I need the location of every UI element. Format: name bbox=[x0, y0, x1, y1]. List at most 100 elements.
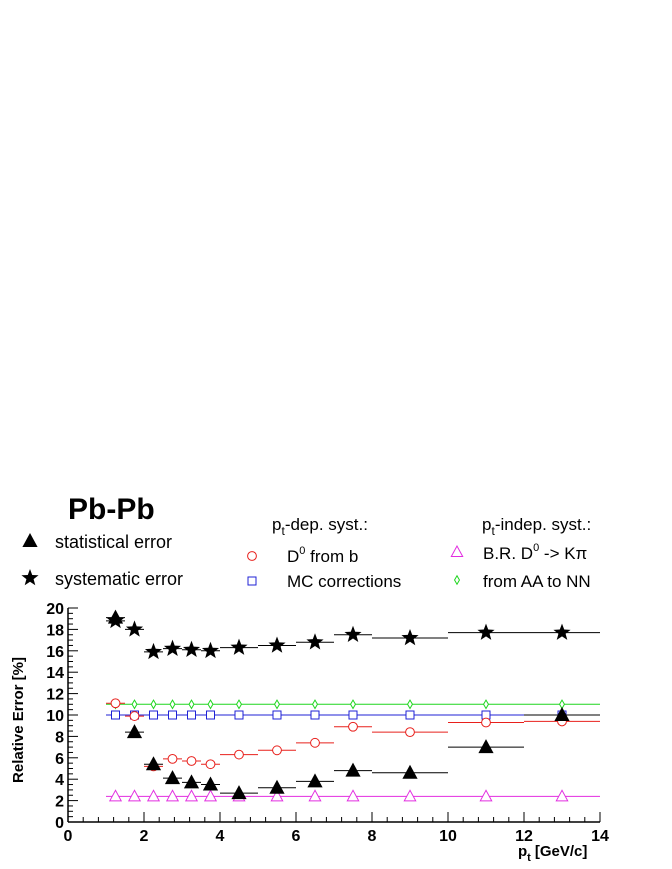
legend: statistical error systematic error pt-de… bbox=[21, 515, 591, 591]
data-point bbox=[169, 699, 176, 710]
data-point bbox=[146, 789, 161, 802]
x-axis-title: pt [GeV/c] bbox=[518, 843, 587, 864]
data-point bbox=[207, 699, 214, 710]
y-tick-label: 14 bbox=[46, 665, 64, 682]
legend-title-indep: pt-indep. syst.: bbox=[482, 515, 591, 538]
data-point bbox=[234, 749, 244, 760]
y-tick-label: 0 bbox=[55, 815, 64, 832]
legend-marker bbox=[247, 551, 257, 561]
legend-item-systematic: systematic error bbox=[21, 569, 183, 589]
data-point bbox=[145, 756, 162, 771]
data-point bbox=[167, 753, 178, 764]
data-point bbox=[231, 785, 247, 800]
data-point bbox=[165, 789, 180, 802]
y-tick-label: 2 bbox=[55, 794, 64, 811]
data-point bbox=[344, 625, 362, 643]
data-point bbox=[125, 620, 144, 637]
legend-label-systematic: systematic error bbox=[55, 569, 183, 589]
data-point bbox=[272, 710, 282, 720]
legend-title-dep: pt-dep. syst.: bbox=[272, 515, 368, 538]
data-point bbox=[482, 699, 490, 710]
legend-item-statistical: statistical error bbox=[22, 532, 172, 552]
data-point bbox=[553, 623, 571, 640]
data-point bbox=[308, 789, 322, 802]
data-point bbox=[131, 699, 138, 710]
data-point bbox=[481, 717, 491, 728]
data-point bbox=[110, 698, 121, 709]
data-point bbox=[108, 789, 123, 802]
x-tick-label: 0 bbox=[64, 828, 73, 845]
y-axis-title: Relative Error [%] bbox=[10, 657, 27, 783]
data-point bbox=[111, 710, 120, 720]
data-point bbox=[479, 789, 493, 802]
data-point bbox=[478, 739, 494, 754]
data-point bbox=[307, 773, 323, 788]
legend-marker bbox=[21, 569, 39, 586]
legend-marker bbox=[247, 576, 257, 586]
y-tick-label: 16 bbox=[46, 644, 64, 661]
legend-marker bbox=[450, 544, 464, 557]
data-point bbox=[107, 609, 124, 624]
series-2 bbox=[106, 698, 600, 772]
data-point bbox=[187, 710, 196, 720]
data-point bbox=[206, 710, 215, 720]
y-tick-label: 6 bbox=[55, 751, 64, 768]
data-point bbox=[202, 776, 219, 791]
data-point bbox=[164, 770, 181, 785]
data-point bbox=[129, 711, 140, 721]
data-point bbox=[269, 779, 285, 794]
legend-label-d0-from-b: D0 from b bbox=[287, 545, 358, 566]
x-tick-label: 8 bbox=[368, 828, 377, 845]
data-point bbox=[405, 710, 415, 720]
data-point bbox=[477, 623, 495, 640]
series-1 bbox=[106, 611, 600, 660]
legend-item-mc-corrections: MC corrections bbox=[247, 572, 401, 591]
legend-label-aa-to-nn: from AA to NN bbox=[483, 572, 591, 591]
series-5 bbox=[106, 699, 600, 710]
y-tick-label: 10 bbox=[46, 708, 64, 725]
data-point bbox=[188, 699, 195, 710]
legend-label-mc-corrections: MC corrections bbox=[287, 572, 401, 591]
data-point bbox=[401, 628, 419, 646]
data-point bbox=[406, 699, 414, 710]
legend-item-d0-from-b: D0 from b bbox=[247, 545, 358, 566]
data-point bbox=[235, 699, 243, 710]
data-point bbox=[182, 640, 201, 658]
x-tick-label: 2 bbox=[140, 828, 149, 845]
data-point bbox=[349, 699, 357, 710]
data-point bbox=[554, 707, 570, 721]
data-point bbox=[205, 759, 216, 770]
data-point bbox=[348, 721, 358, 732]
x-tick-label: 6 bbox=[292, 828, 301, 845]
data-point bbox=[306, 633, 324, 650]
x-tick-label: 10 bbox=[439, 828, 457, 845]
data-point bbox=[268, 636, 286, 653]
y-tick-label: 20 bbox=[46, 601, 64, 618]
data-point bbox=[163, 639, 182, 656]
series-4 bbox=[106, 789, 600, 802]
x-tick-label: 12 bbox=[515, 828, 533, 845]
legend-label-branching-ratio: B.R. D0 -> Kπ bbox=[483, 542, 587, 563]
legend-item-branching-ratio: B.R. D0 -> Kπ bbox=[450, 542, 587, 563]
data-point bbox=[234, 710, 244, 720]
series-0 bbox=[106, 609, 600, 800]
legend-marker bbox=[453, 574, 461, 586]
y-tick-label: 18 bbox=[46, 622, 64, 639]
data-point bbox=[273, 699, 281, 710]
data-point bbox=[149, 710, 158, 720]
data-point bbox=[272, 745, 282, 756]
y-tick-label: 8 bbox=[55, 729, 64, 746]
data-point bbox=[346, 789, 360, 802]
data-point bbox=[126, 724, 143, 739]
data-point bbox=[203, 789, 218, 802]
data-point bbox=[183, 774, 200, 789]
data-point bbox=[311, 699, 319, 710]
data-point bbox=[186, 756, 197, 766]
y-tick-label: 4 bbox=[55, 772, 64, 789]
data-point bbox=[310, 710, 320, 720]
data-point bbox=[184, 789, 199, 802]
data-point bbox=[127, 789, 142, 802]
data-point bbox=[144, 642, 163, 660]
legend-label-statistical: statistical error bbox=[55, 532, 172, 552]
